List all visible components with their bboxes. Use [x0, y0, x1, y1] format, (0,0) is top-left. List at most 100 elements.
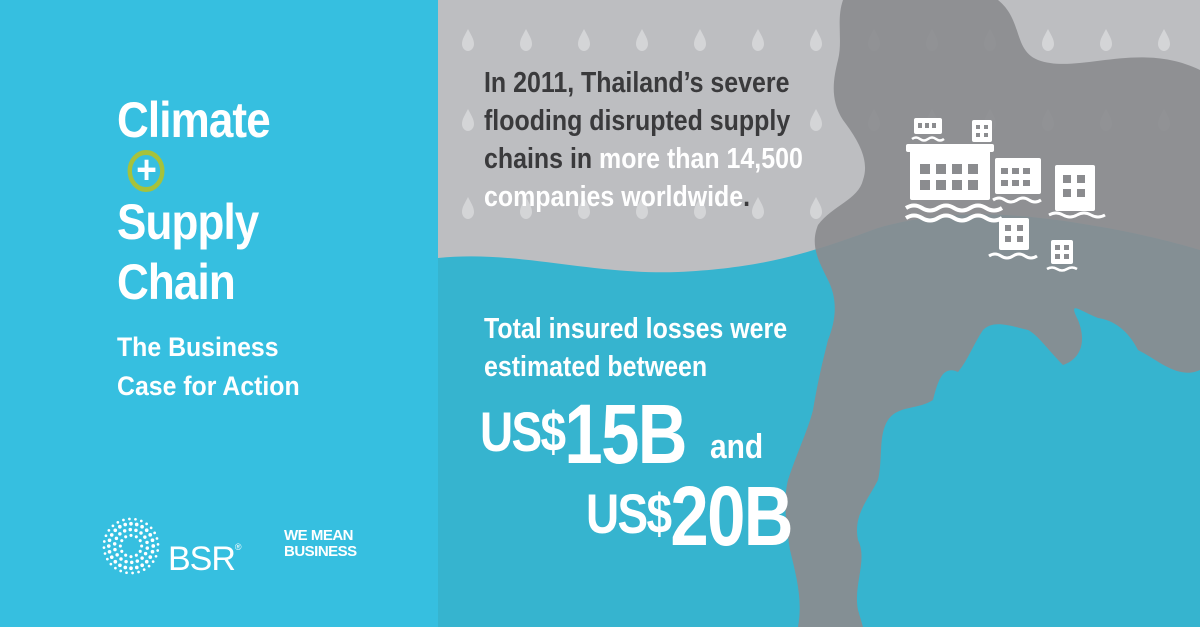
fact2-line-2: estimated between: [484, 351, 708, 383]
bsr-burst-dot: [151, 560, 155, 563]
fact1-line-1: In 2011, Thailand’s severe: [484, 67, 790, 99]
bsr-burst-dot: [134, 528, 138, 533]
bsr-burst-dot: [135, 559, 140, 563]
title-line-1-text: Climate: [117, 92, 271, 148]
fact1-highlight-companies: companies worldwide: [484, 181, 744, 213]
bsr-wordmark: BSR: [168, 540, 236, 578]
bsr-burst-dot: [129, 566, 133, 571]
bsr-burst-dot: [143, 551, 148, 556]
bsr-burst-dot: [129, 533, 133, 537]
bsr-registered-mark: ®: [234, 542, 242, 552]
bsr-burst-dot: [147, 564, 151, 568]
bsr-burst-dot: [113, 547, 117, 552]
bsr-burst-dot: [134, 553, 138, 557]
subtitle-line-2: Case for Action: [117, 371, 300, 401]
bsr-burst-dot: [156, 549, 160, 552]
subtitle-line-1: The Business: [117, 332, 279, 362]
amount1-currency: US$: [480, 400, 566, 463]
bsr-burst-dot: [138, 549, 142, 553]
bsr-burst-dot: [102, 546, 106, 549]
bsr-burst-dot: [150, 538, 155, 543]
bsr-burst-dot: [145, 522, 148, 526]
bsr-burst-dot: [137, 570, 140, 574]
bsr-burst-dot: [114, 536, 119, 541]
bsr-burst-dot: [140, 556, 144, 560]
bsr-burst-dot: [102, 540, 106, 543]
title-line-1: Climate +: [117, 90, 271, 192]
bsr-burst-dot: [107, 529, 111, 532]
bsr-burst-dot: [148, 533, 153, 537]
bsr-burst-dot: [122, 529, 127, 533]
map-panel: [438, 0, 1200, 627]
bsr-burst-dot: [129, 560, 134, 565]
amount-connector: and: [710, 428, 764, 466]
bsr-burst-dot: [109, 562, 113, 566]
fact1-line-3: chains in more than 14,500: [484, 140, 803, 178]
bsr-burst-dot: [104, 534, 108, 538]
bsr-burst-dot: [114, 566, 117, 570]
bsr-burst-dot: [119, 569, 123, 573]
amount1-value: 15B: [564, 387, 687, 481]
bsr-burst-dot: [118, 563, 122, 568]
amount2-value: 20B: [670, 469, 793, 563]
bsr-burst-dot: [144, 528, 149, 533]
wmb-line-1: WE MEAN: [284, 527, 353, 544]
bsr-burst-dot: [153, 531, 157, 535]
bsr-burst-dot: [145, 546, 150, 550]
bsr-burst-dot: [124, 553, 128, 557]
fact2-line-1: Total insured losses were: [484, 313, 788, 345]
bsr-burst-dot: [148, 555, 153, 559]
amount2-currency: US$: [586, 482, 672, 545]
bsr-burst-dot: [118, 544, 122, 548]
bsr-burst-logo: [102, 517, 160, 575]
bsr-burst-dot: [140, 544, 144, 548]
bsr-burst-dot: [139, 519, 143, 523]
bsr-burst-dot: [118, 532, 122, 536]
we-mean-business-logo: WE MEAN BUSINESS: [284, 528, 357, 560]
bsr-burst-dot: [124, 559, 128, 564]
flooded-building-icons: [904, 118, 1106, 272]
fact1-line-3-a: chains in: [484, 143, 600, 175]
bsr-burst-dot: [145, 540, 149, 545]
plus-icon: +: [127, 150, 165, 192]
bsr-burst-dot: [106, 544, 111, 548]
bsr-burst-dot: [154, 554, 158, 558]
bsr-burst-dot: [112, 542, 117, 546]
bsr-burst-dot: [113, 528, 118, 533]
bsr-burst-dot: [107, 538, 112, 543]
loss-amount-1: US$15B: [480, 392, 687, 476]
bsr-burst-dot: [123, 522, 128, 527]
bsr-burst-dot: [151, 544, 156, 548]
bsr-burst-dot: [155, 537, 159, 540]
bsr-burst-dot: [119, 557, 123, 561]
bsr-burst-dot: [115, 553, 119, 557]
fact1-period: .: [743, 181, 751, 213]
bsr-burst-dot: [120, 549, 124, 553]
bsr-burst-dot: [134, 565, 139, 570]
bsr-burst-dot: [134, 535, 138, 539]
bsr-burst-dot: [149, 526, 153, 530]
bsr-burst-dot: [116, 520, 120, 524]
losses-fact: Total insured losses were estimated betw…: [484, 310, 787, 386]
bsr-burst-dot: [109, 555, 114, 559]
bsr-burst-dot: [122, 518, 125, 522]
bsr-burst-dot: [123, 565, 128, 570]
bsr-burst-dot: [142, 568, 146, 572]
bsr-burst-dot: [144, 559, 149, 564]
fact1-highlight-count: more than 14,500: [599, 143, 803, 175]
bsr-burst-dot: [124, 535, 128, 539]
bsr-burst-dot: [156, 543, 160, 546]
bsr-burst-dot: [107, 549, 112, 554]
bsr-burst-dot: [129, 521, 133, 526]
left-panel: [0, 0, 438, 627]
bsr-burst-dot: [111, 524, 115, 528]
loss-amount-2: US$20B: [586, 474, 793, 558]
title-line-3: Chain: [117, 254, 236, 310]
bsr-logo-text: BSR®: [168, 527, 242, 579]
bsr-burst-dot: [128, 527, 133, 532]
bsr-burst-dot: [109, 533, 114, 537]
bsr-burst-dot: [150, 549, 155, 554]
bsr-burst-dot: [103, 552, 107, 555]
flood-map-graphic: [438, 0, 1200, 627]
fact1-line-2: flooding disrupted supply: [484, 105, 791, 137]
